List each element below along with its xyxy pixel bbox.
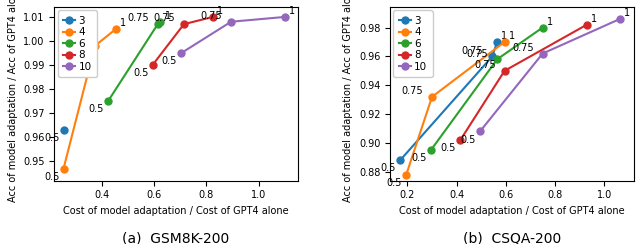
3 [488,55,496,58]
Text: 1: 1 [591,14,597,24]
6 [154,23,162,26]
Text: 1: 1 [509,31,515,41]
Text: 0.5: 0.5 [412,153,427,163]
8 [500,69,508,72]
6 [539,26,547,29]
6 [493,58,501,61]
Text: 0.5: 0.5 [44,172,60,182]
Text: 0.5: 0.5 [387,178,402,188]
Title: (a)  GSM8K-200: (a) GSM8K-200 [122,231,230,244]
Text: 0.75: 0.75 [467,49,488,59]
Text: 0.5: 0.5 [461,135,476,145]
8 [148,64,156,67]
10 [476,130,484,133]
Text: 1: 1 [501,31,508,41]
4 [403,173,410,176]
4 [500,41,508,43]
8 [180,23,188,26]
X-axis label: Cost of model adaptation / Cost of GPT4 alone: Cost of model adaptation / Cost of GPT4 … [63,206,289,216]
Title: (b)  CSQA-200: (b) CSQA-200 [463,231,561,244]
Text: 0.75: 0.75 [200,11,222,21]
8 [583,23,591,26]
Line: 4: 4 [403,39,508,178]
Y-axis label: Acc of model adaptation / Acc of GPT4 alone: Acc of model adaptation / Acc of GPT4 al… [8,0,18,202]
Line: 10: 10 [477,15,623,135]
Line: 4: 4 [60,26,120,172]
Text: 0.75: 0.75 [65,35,86,45]
6 [157,20,164,23]
10 [227,20,235,23]
Line: 3: 3 [397,39,500,164]
Text: 1: 1 [624,8,630,18]
6 [427,149,435,152]
6 [104,100,112,103]
8 [209,15,216,18]
Text: 0.5: 0.5 [441,143,456,153]
8 [456,139,464,142]
3 [493,41,501,43]
Text: 0.5: 0.5 [88,104,104,114]
10 [281,15,289,18]
Text: 1: 1 [164,11,171,21]
Text: 1: 1 [289,6,295,16]
Text: 0.5: 0.5 [381,163,396,173]
Text: 1: 1 [120,18,126,28]
Line: 6: 6 [104,18,164,105]
4 [91,44,99,47]
Line: 8: 8 [457,21,590,144]
4 [60,167,67,170]
Text: 0.75: 0.75 [154,13,175,23]
Text: 1: 1 [217,6,223,16]
4 [428,95,436,98]
Line: 8: 8 [149,13,216,69]
Legend: 3, 4, 6, 8, 10: 3, 4, 6, 8, 10 [58,10,97,77]
Text: 0.5: 0.5 [44,133,60,143]
Y-axis label: Acc of model adaptation / Acc of GPT4 alone: Acc of model adaptation / Acc of GPT4 al… [344,0,353,202]
Text: 0.75: 0.75 [474,60,495,70]
Text: 0.75: 0.75 [461,46,483,56]
Text: 0.5: 0.5 [162,56,177,66]
Line: 6: 6 [428,24,546,154]
X-axis label: Cost of model adaptation / Cost of GPT4 alone: Cost of model adaptation / Cost of GPT4 … [399,206,625,216]
Text: 0.5: 0.5 [133,68,148,78]
Text: 0.75: 0.75 [127,13,149,23]
10 [616,17,624,20]
Text: 1: 1 [547,17,553,27]
4 [112,28,120,30]
10 [177,51,185,54]
Text: 0.75: 0.75 [401,86,423,96]
Line: 10: 10 [178,13,288,57]
10 [539,52,547,55]
Legend: 3, 4, 6, 8, 10: 3, 4, 6, 8, 10 [394,10,433,77]
3 [396,159,404,162]
Text: 0.75: 0.75 [512,43,534,53]
